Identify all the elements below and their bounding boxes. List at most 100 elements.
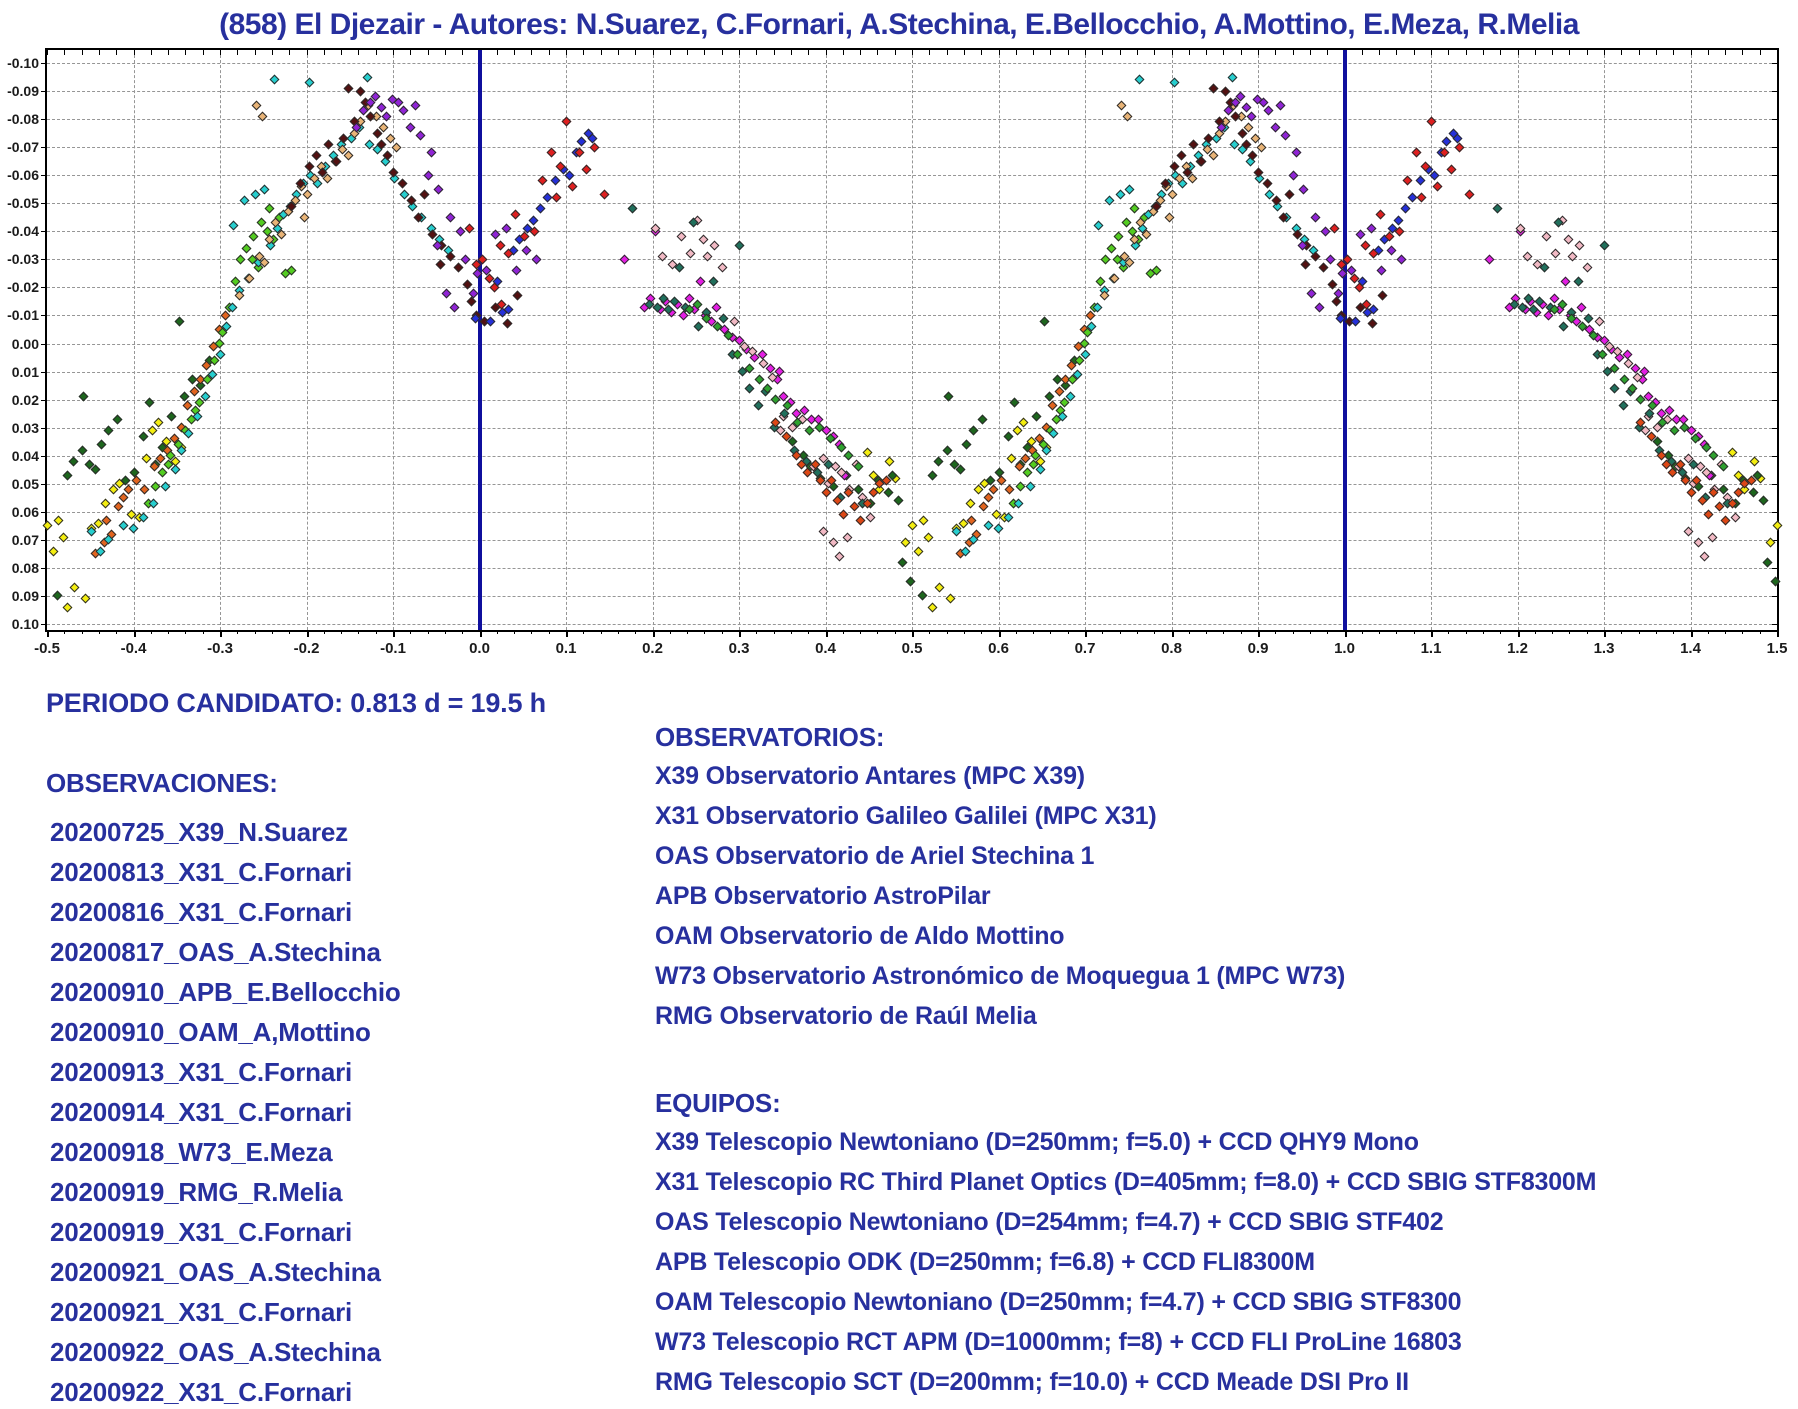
x-axis-tick: [617, 630, 619, 634]
y-axis-tick: [41, 315, 47, 317]
list-item: 20200914_X31_C.Fornari: [50, 1097, 353, 1127]
x-axis-tick-top: [1517, 50, 1519, 55]
y-axis-tick: [41, 539, 47, 541]
x-axis-tick: [185, 630, 187, 634]
list-item: RMG Observatorio de Raúl Melia: [655, 1002, 1037, 1030]
x-axis-tick: [202, 630, 204, 634]
x-axis-tick-top: [1569, 50, 1571, 55]
x-axis-tick-top: [1102, 50, 1104, 55]
x-axis-tick-top: [427, 50, 429, 55]
x-axis-tick: [756, 630, 758, 634]
x-axis-tick: [790, 630, 792, 634]
x-axis-tick-top: [237, 50, 239, 55]
x-axis-tick-top: [1448, 50, 1450, 55]
y-axis-tick-right: [1772, 315, 1777, 317]
x-axis-tick: [1154, 630, 1156, 634]
x-axis-tick-top: [860, 50, 862, 55]
x-axis-tick: [1777, 630, 1779, 637]
x-axis-tick: [929, 630, 931, 634]
x-axis-tick: [47, 630, 49, 637]
y-axis-label: -0.09: [7, 83, 39, 100]
x-gridline: [1431, 50, 1432, 630]
x-axis-tick-top: [1119, 50, 1121, 55]
y-axis-tick-right: [1772, 371, 1777, 373]
x-axis-tick: [566, 630, 568, 637]
x-axis-tick-top: [1482, 50, 1484, 55]
x-axis-tick-top: [1759, 50, 1761, 55]
x-gridline: [1690, 50, 1692, 630]
y-axis-tick: [41, 259, 47, 261]
y-axis-tick: [41, 511, 47, 513]
x-axis-label: 0.4: [815, 640, 836, 657]
x-axis-tick-top: [894, 50, 896, 55]
x-axis-tick-top: [635, 50, 637, 55]
list-item: 20200816_X31_C.Fornari: [50, 897, 353, 927]
x-axis-tick-top: [998, 50, 1000, 55]
x-axis-tick: [1119, 630, 1121, 634]
y-axis-tick-right: [1772, 203, 1777, 205]
x-axis-tick-top: [1067, 50, 1069, 55]
y-axis-tick: [41, 231, 47, 233]
list-item: 20200817_OAS_A.Stechina: [50, 937, 381, 967]
y-axis-label: 0.05: [11, 475, 39, 492]
x-axis-tick: [912, 630, 914, 637]
x-axis-tick: [64, 630, 66, 634]
x-axis-tick: [1188, 630, 1190, 634]
x-axis-tick-top: [358, 50, 360, 55]
x-axis-tick: [150, 630, 152, 634]
x-axis-label: 1.3: [1593, 640, 1615, 657]
x-axis-label: 1.1: [1420, 640, 1442, 657]
x-axis-tick: [687, 630, 689, 634]
y-axis-label: 0.02: [11, 391, 39, 408]
y-axis-label: 0.09: [11, 587, 39, 604]
x-axis-label: -0.5: [34, 640, 60, 657]
x-axis-tick-top: [289, 50, 291, 55]
y-axis-tick: [41, 427, 47, 429]
y-axis-tick: [41, 119, 47, 121]
x-axis-tick-top: [1534, 50, 1536, 55]
x-axis-tick-top: [669, 50, 671, 55]
list-item: OAM Observatorio de Aldo Mottino: [655, 922, 1065, 950]
x-axis-tick-top: [393, 50, 394, 55]
x-axis-tick-top: [1188, 50, 1190, 55]
y-axis-tick-right: [1772, 91, 1777, 93]
y-axis-tick: [41, 624, 47, 625]
x-axis-tick-top: [687, 50, 689, 55]
x-axis-label: 0.9: [1247, 640, 1269, 657]
x-axis-tick-top: [1275, 50, 1277, 55]
x-axis-tick-top: [168, 50, 170, 55]
x-axis-tick: [1604, 630, 1606, 637]
y-axis-tick: [41, 147, 47, 149]
y-axis-tick-right: [1772, 147, 1777, 149]
x-axis-tick-top: [1707, 50, 1709, 55]
x-axis-label: 1.0: [1334, 640, 1355, 657]
x-axis-tick-top: [1050, 50, 1052, 55]
x-axis-tick: [427, 630, 429, 634]
phase-boundary-line: [1342, 50, 1347, 630]
x-axis-tick: [1361, 630, 1363, 634]
list-item: RMG Telescopio SCT (D=200mm; f=10.0) + C…: [655, 1368, 1409, 1396]
x-axis-tick-top: [254, 50, 256, 55]
x-gridline: [566, 50, 567, 630]
x-axis-tick: [1725, 630, 1727, 634]
x-axis-tick: [444, 630, 446, 634]
y-axis-label: 0.00: [11, 335, 39, 352]
x-gridline: [998, 50, 1000, 630]
list-item: X31 Telescopio RC Third Planet Optics (D…: [655, 1168, 1597, 1196]
x-axis-tick: [1379, 630, 1381, 634]
x-axis-tick: [1448, 630, 1450, 634]
x-axis-tick-top: [1327, 50, 1329, 55]
x-axis-tick: [289, 630, 291, 634]
x-axis-tick: [133, 630, 136, 637]
equipment-header: EQUIPOS:: [655, 1088, 781, 1118]
y-axis-label: -0.10: [7, 55, 39, 71]
x-axis-tick: [168, 630, 170, 634]
y-axis-label: -0.07: [7, 139, 39, 156]
list-item: OAM Telescopio Newtoniano (D=250mm; f=4.…: [655, 1288, 1462, 1316]
x-axis-tick-top: [1500, 50, 1502, 55]
x-axis-tick: [1344, 630, 1347, 637]
x-gridline: [393, 50, 394, 630]
x-axis-tick: [220, 630, 222, 637]
x-axis-tick: [375, 630, 377, 634]
